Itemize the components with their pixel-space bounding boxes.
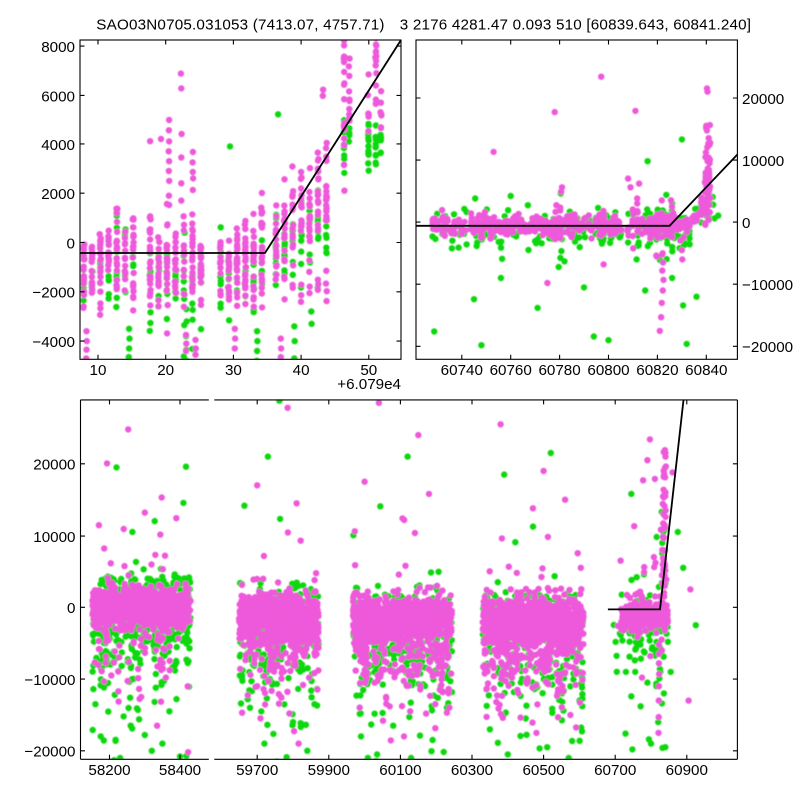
svg-text:3 2176 4281.47 0.093 510 [6083: 3 2176 4281.47 0.093 510 [60839.643, 608… xyxy=(400,17,751,34)
svg-text:−10000: −10000 xyxy=(24,672,75,689)
svg-text:60100: 60100 xyxy=(379,762,421,779)
svg-text:20: 20 xyxy=(157,362,174,379)
svg-text:60840: 60840 xyxy=(685,362,727,379)
svg-text:60800: 60800 xyxy=(587,362,629,379)
svg-text:0: 0 xyxy=(67,600,75,617)
svg-text:20000: 20000 xyxy=(742,91,784,108)
svg-text:−20000: −20000 xyxy=(24,744,75,761)
svg-text:59700: 59700 xyxy=(236,762,278,779)
svg-text:0: 0 xyxy=(67,235,75,252)
svg-text:−4000: −4000 xyxy=(32,334,75,351)
svg-text:58400: 58400 xyxy=(159,762,201,779)
svg-text:20000: 20000 xyxy=(33,457,75,474)
svg-text:−10000: −10000 xyxy=(742,277,793,294)
svg-text:50: 50 xyxy=(360,362,377,379)
svg-text:+6.079e4: +6.079e4 xyxy=(337,376,401,393)
svg-text:8000: 8000 xyxy=(41,39,75,56)
svg-text:0: 0 xyxy=(742,215,750,232)
svg-text:−2000: −2000 xyxy=(32,285,75,302)
svg-text:60780: 60780 xyxy=(538,362,580,379)
svg-text:60900: 60900 xyxy=(666,762,708,779)
svg-text:−20000: −20000 xyxy=(742,339,793,356)
svg-text:60760: 60760 xyxy=(490,362,532,379)
svg-text:58200: 58200 xyxy=(88,762,130,779)
svg-text:60300: 60300 xyxy=(451,762,493,779)
svg-text:SAO03N0705.031053 (7413.07, 47: SAO03N0705.031053 (7413.07, 4757.71) xyxy=(96,17,384,34)
svg-text:40: 40 xyxy=(293,362,310,379)
svg-text:59900: 59900 xyxy=(308,762,350,779)
svg-text:60700: 60700 xyxy=(594,762,636,779)
svg-text:10: 10 xyxy=(90,362,107,379)
svg-text:30: 30 xyxy=(225,362,242,379)
svg-text:10000: 10000 xyxy=(33,529,75,546)
svg-text:2000: 2000 xyxy=(41,186,75,203)
svg-text:4000: 4000 xyxy=(41,137,75,154)
svg-text:6000: 6000 xyxy=(41,88,75,105)
svg-text:10000: 10000 xyxy=(742,153,784,170)
svg-text:60500: 60500 xyxy=(522,762,564,779)
svg-text:60820: 60820 xyxy=(636,362,678,379)
svg-text:60740: 60740 xyxy=(441,362,483,379)
